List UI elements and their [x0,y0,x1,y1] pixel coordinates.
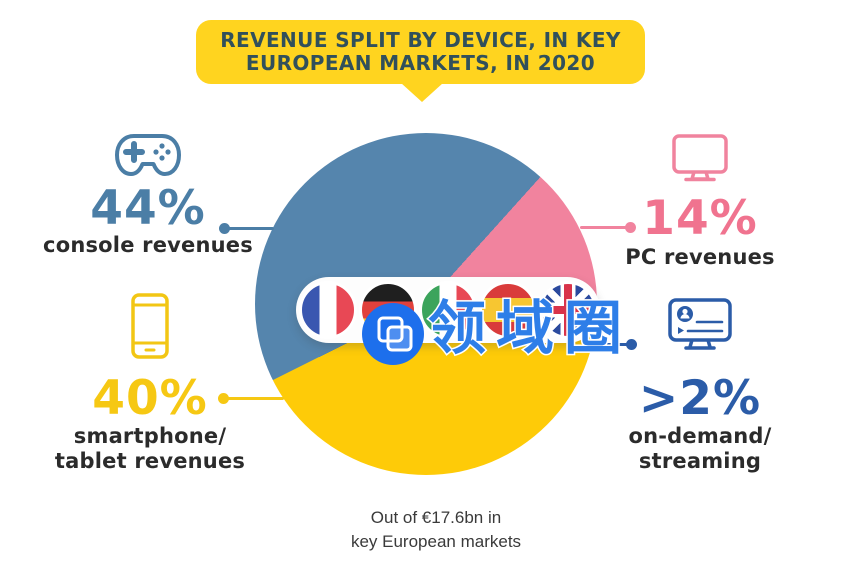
callout-pointer [401,83,443,102]
footnote-line-1: Out of €17.6bn in [370,508,502,527]
connector-line [580,226,628,229]
flag-uk-icon [539,281,597,339]
connector-line [228,227,274,230]
console-label: console revenues [43,233,253,257]
ondemand-label-line2: streaming [638,449,762,473]
smartphone-value: 40% [92,371,208,426]
connector-dot [626,339,637,350]
flag-spain-icon [479,281,537,339]
connector-dot [625,222,636,233]
footnote: Out of €17.6bn in key European markets [286,506,586,554]
flag-italy-icon [419,281,477,339]
title-line-2: EUROPEAN MARKETS, IN 2020 [245,51,596,75]
connector-line [227,397,284,400]
ondemand-label-line1: on-demand/ [628,424,772,448]
streaming-monitor-icon [667,297,733,357]
smartphone-label-line1: smartphone/ [73,424,227,448]
smartphone-icon [130,292,170,364]
connector-dot [219,223,230,234]
flag-france-icon [299,281,357,339]
title-callout: REVENUE SPLIT BY DEVICE, IN KEY EUROPEAN… [196,20,645,102]
footnote-line-2: key European markets [350,532,522,551]
watermark-logo-overlapping-squares-icon [362,303,424,365]
connector-line [592,343,629,346]
watermark-text: 领域圈 [426,294,633,363]
connector-dot [218,393,229,404]
console-value: 44% [90,181,206,236]
ondemand-value: >2% [638,371,762,426]
title-line-1: REVENUE SPLIT BY DEVICE, IN KEY [220,28,621,52]
monitor-icon [671,133,729,187]
smartphone-label-line2: tablet revenues [54,449,246,473]
gamepad-icon [112,131,184,185]
pc-label: PC revenues [625,245,775,269]
pc-value: 14% [642,191,758,246]
